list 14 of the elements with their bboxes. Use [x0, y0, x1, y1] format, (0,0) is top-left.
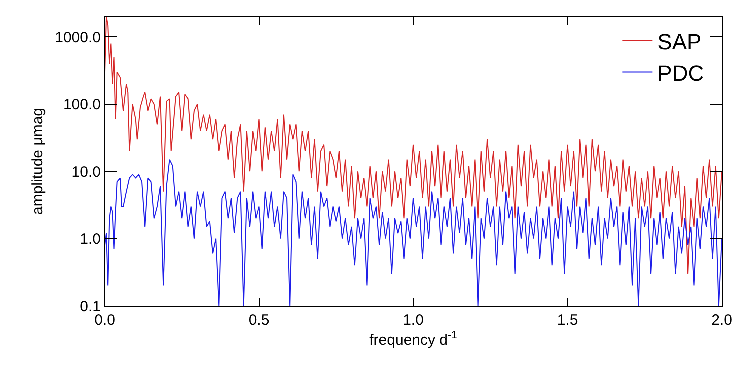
legend-label: SAP [658, 29, 702, 54]
legend-label: PDC [658, 60, 704, 86]
y-tick-label: 10.0 [72, 164, 101, 181]
y-tick-label: 100.0 [63, 96, 101, 114]
x-tick-label: 0.5 [248, 312, 270, 329]
y-tick-label: 1.0 [80, 231, 101, 248]
x-tick-label: 2.0 [712, 312, 732, 329]
x-tick-label: 1.0 [403, 312, 424, 329]
x-axis-title: frequency d$^{-1}$ [370, 330, 458, 349]
y-tick-label: 1000.0 [55, 29, 101, 46]
line-series [105, 159, 722, 306]
line-series [105, 17, 722, 274]
y-axis-title: amplitude μmag [29, 108, 46, 216]
x-tick-label: 1.5 [557, 312, 578, 329]
